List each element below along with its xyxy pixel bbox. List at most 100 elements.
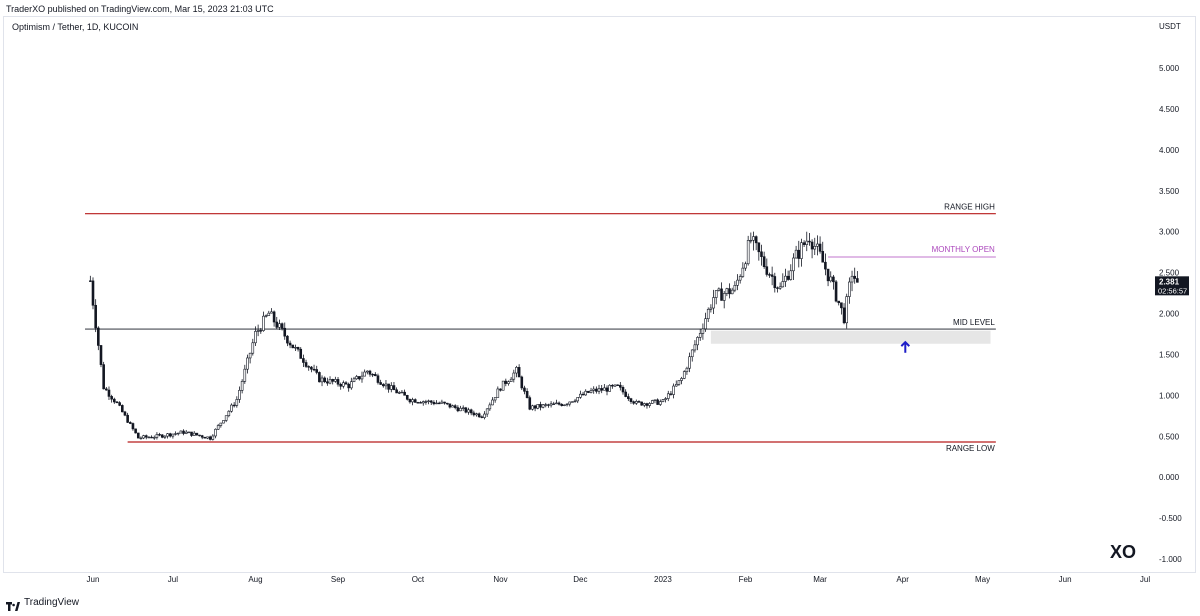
candle xyxy=(331,378,334,385)
candle-body-up xyxy=(741,267,745,277)
candle-body-up xyxy=(435,402,438,405)
candle xyxy=(669,390,673,396)
candle-body-down xyxy=(283,327,287,337)
candle-body-up xyxy=(267,312,271,316)
candle-body-down xyxy=(232,404,236,407)
candle-body-down xyxy=(770,274,774,277)
candle-body-down xyxy=(624,391,627,397)
candle xyxy=(765,258,769,277)
candle-body-down xyxy=(131,423,135,430)
bar-countdown: 02:56:57 xyxy=(1158,286,1187,295)
y-tick-label: 4.000 xyxy=(1159,146,1180,155)
candle xyxy=(174,431,177,436)
candle-body-up xyxy=(384,383,388,387)
candle xyxy=(576,397,580,404)
candle-body-down xyxy=(627,396,630,399)
candle xyxy=(597,384,601,395)
candle-body-up xyxy=(541,404,545,408)
candle xyxy=(427,399,430,405)
candle-body-down xyxy=(533,405,537,409)
candle-body-up xyxy=(328,379,332,384)
candle-body-down xyxy=(136,432,140,439)
candle-body-up xyxy=(187,431,191,434)
candle-body-up xyxy=(235,399,239,406)
candle xyxy=(725,287,729,297)
candle xyxy=(408,398,412,404)
candle xyxy=(413,398,417,403)
candle xyxy=(259,327,263,334)
candle-body-up xyxy=(589,390,593,393)
candle-body-up xyxy=(584,390,588,396)
candle xyxy=(147,436,151,439)
candle-body-down xyxy=(419,402,422,404)
candle xyxy=(640,401,643,406)
candle-body-down xyxy=(611,384,614,387)
candle xyxy=(728,283,731,299)
candle-body-down xyxy=(275,321,279,328)
candle xyxy=(752,231,755,251)
candle-body-down xyxy=(168,433,172,437)
candle xyxy=(571,401,574,403)
candle xyxy=(608,384,611,392)
candle xyxy=(784,268,787,287)
candle xyxy=(776,286,779,293)
candle-body-up xyxy=(800,242,803,259)
y-tick-label: 0.500 xyxy=(1159,432,1180,441)
candle xyxy=(624,389,627,398)
candle xyxy=(232,402,236,408)
candle xyxy=(605,385,609,396)
candle xyxy=(160,434,164,439)
candle xyxy=(658,399,662,406)
candle xyxy=(589,387,593,394)
candle-body-up xyxy=(658,401,662,405)
candle xyxy=(730,287,734,295)
x-tick-label: May xyxy=(975,575,990,584)
candle-body-up xyxy=(493,397,497,401)
candle xyxy=(256,324,260,337)
candle-body-up xyxy=(485,408,489,415)
candle xyxy=(192,431,196,436)
candle-body-down xyxy=(134,428,137,434)
candle-body-down xyxy=(381,384,385,387)
candle xyxy=(733,281,737,293)
candle-body-up xyxy=(752,236,755,241)
symbol-title: Optimism / Tether, 1D, KUCOIN xyxy=(12,22,139,32)
x-tick-label: Aug xyxy=(248,575,262,584)
candle xyxy=(837,300,841,306)
candle xyxy=(453,404,457,410)
candle-body-down xyxy=(520,376,524,389)
candle xyxy=(272,310,276,327)
y-tick-label: 1.500 xyxy=(1159,350,1180,359)
tradingview-logo[interactable]: TradingView xyxy=(6,597,79,611)
candle xyxy=(722,291,726,309)
candle-body-up xyxy=(238,390,241,400)
candle xyxy=(645,402,649,409)
candle xyxy=(824,253,827,276)
y-tick-label: 5.000 xyxy=(1159,64,1180,73)
candle xyxy=(821,241,825,263)
candle xyxy=(288,340,292,349)
candle xyxy=(350,377,353,390)
candle xyxy=(387,383,390,393)
candle xyxy=(126,412,129,424)
candle xyxy=(429,400,433,405)
candle-body-down xyxy=(304,362,308,367)
candle xyxy=(411,397,414,406)
candle-body-up xyxy=(264,315,268,317)
candle-body-down xyxy=(280,323,284,329)
candle xyxy=(560,403,564,407)
candle xyxy=(813,237,817,256)
level-lines: RANGE HIGH RANGE LOW MID LEVEL MONTHLY OPEN xyxy=(85,203,996,453)
candle xyxy=(472,410,476,417)
candle-body-down xyxy=(669,393,673,395)
candle xyxy=(283,322,287,340)
candle xyxy=(712,289,715,314)
candle xyxy=(459,405,462,412)
candle xyxy=(227,410,231,418)
candle-body-up xyxy=(650,400,654,404)
candle xyxy=(302,354,305,368)
candle-body-up xyxy=(515,367,518,374)
candle-body-down xyxy=(552,403,556,405)
candle-body-up xyxy=(725,288,729,294)
